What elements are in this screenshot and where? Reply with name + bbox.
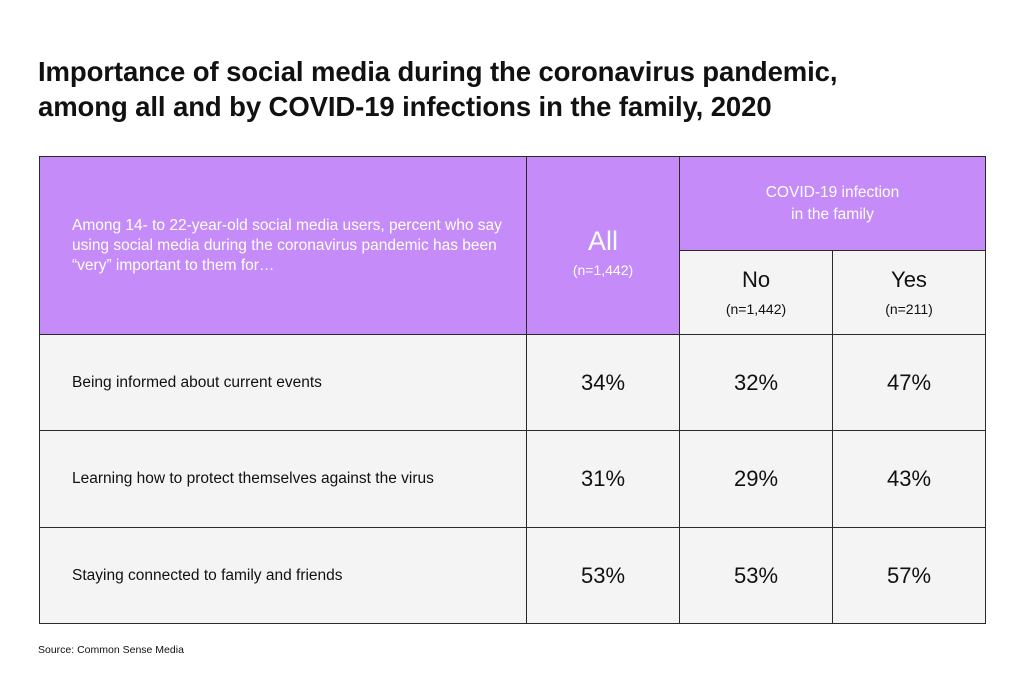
source-note: Source: Common Sense Media: [38, 644, 184, 656]
table-row: Staying connected to family and friends …: [39, 527, 986, 624]
table-row: Learning how to protect themselves again…: [39, 430, 986, 528]
header-all-label: All: [587, 225, 618, 256]
header-all-n: (n=1,442): [572, 261, 634, 278]
value-no: 53%: [679, 527, 833, 624]
header-all-cell: All (n=1,442): [526, 156, 680, 335]
value-all: 31%: [526, 430, 680, 528]
value-yes: 47%: [832, 334, 986, 431]
header-yes-n: (n=211): [885, 300, 933, 317]
header-no-label: No: [741, 266, 771, 292]
chart-title-line-1: Importance of social media during the co…: [38, 56, 838, 87]
chart-title-line-2: among all and by COVID-19 infections in …: [38, 91, 772, 122]
header-group-line-1: COVID-19 infection: [765, 183, 900, 201]
value-no: 29%: [679, 430, 833, 528]
value-yes: 43%: [832, 430, 986, 528]
value-yes: 57%: [832, 527, 986, 624]
header-group-cell: COVID-19 infection in the family: [679, 156, 986, 251]
header-intro-text: Among 14- to 22-year-old social media us…: [72, 216, 502, 274]
header-row-sub: No (n=1,442) Yes (n=211): [40, 250, 986, 335]
table-row: Being informed about current events 34% …: [39, 334, 986, 431]
value-all: 53%: [526, 527, 680, 624]
row-label: Being informed about current events: [39, 334, 527, 431]
row-label: Learning how to protect themselves again…: [39, 430, 527, 528]
header-intro-cell: Among 14- to 22-year-old social media us…: [39, 156, 527, 335]
chart-title: Importance of social media during the co…: [38, 54, 998, 124]
value-all: 34%: [526, 334, 680, 431]
data-table: Among 14- to 22-year-old social media us…: [39, 156, 986, 624]
header-yes-cell: Yes (n=211): [832, 250, 986, 335]
value-no: 32%: [679, 334, 833, 431]
header-group-line-2: in the family: [791, 205, 874, 223]
header-no-cell: No (n=1,442): [679, 250, 833, 335]
row-label: Staying connected to family and friends: [39, 527, 527, 624]
header-yes-label: Yes: [891, 266, 927, 292]
header-no-n: (n=1,442): [725, 300, 787, 317]
header-row-top: Among 14- to 22-year-old social media us…: [39, 156, 986, 335]
